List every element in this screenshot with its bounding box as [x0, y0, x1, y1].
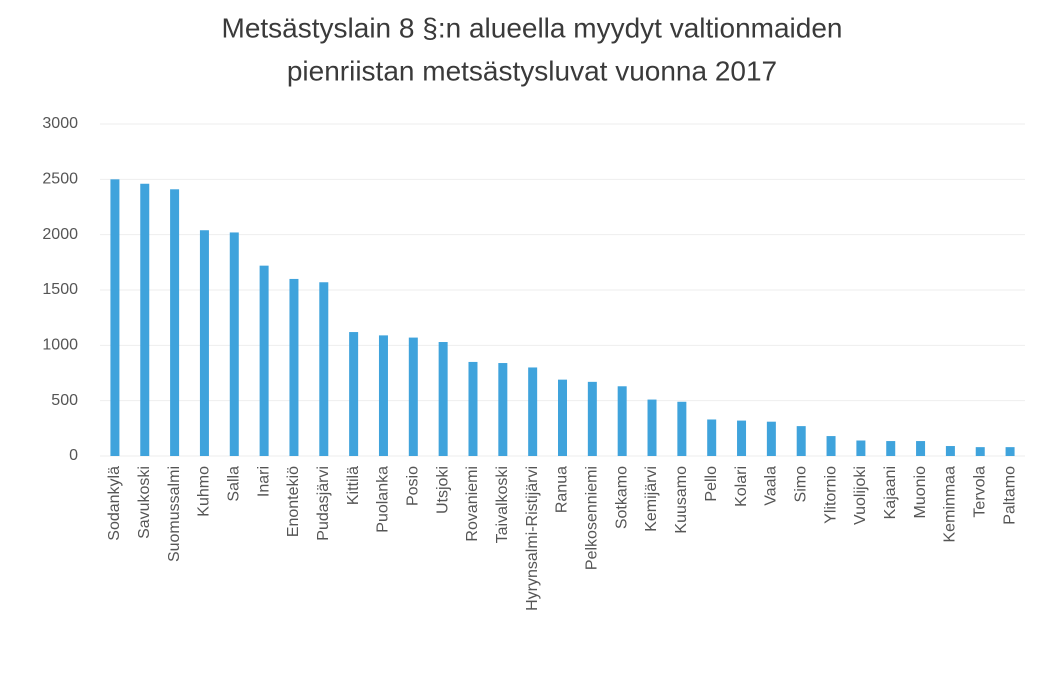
bar: [498, 363, 508, 456]
x-tick-label: Pelkosenniemi: [584, 466, 601, 570]
chart-title: Metsästyslain 8 §:n alueella myydyt valt…: [222, 12, 843, 43]
bar: [170, 189, 180, 456]
bar: [319, 282, 329, 456]
bar: [349, 332, 359, 456]
x-tick-label: Ylitornio: [822, 466, 839, 524]
x-tick-label: Savukoski: [136, 466, 153, 539]
x-tick-label: Kolari: [733, 466, 750, 507]
bar: [110, 179, 120, 457]
x-tick-label: Utsjoki: [434, 466, 451, 514]
x-tick-label: Keminmaa: [942, 466, 959, 543]
x-tick-label: Vaala: [763, 466, 780, 506]
x-tick-label: Puolanka: [375, 466, 392, 533]
bar: [289, 278, 299, 456]
y-tick-label: 3000: [42, 115, 78, 132]
bar: [199, 230, 209, 456]
x-tick-label: Rovaniemi: [464, 466, 481, 542]
bar: [826, 436, 836, 456]
x-tick-label: Ranua: [554, 466, 571, 513]
x-tick-label: Hyrynsalmi-Ristijärvi: [524, 466, 541, 611]
x-tick-label: Sotkamo: [613, 466, 630, 529]
x-tick-label: Muonio: [912, 466, 929, 519]
bar: [707, 419, 717, 456]
x-tick-label: Kuusamo: [673, 466, 690, 534]
x-tick-label: Kuhmo: [196, 466, 213, 517]
bar: [945, 446, 955, 456]
y-tick-label: 1000: [42, 337, 78, 354]
bar: [229, 232, 239, 456]
x-tick-label: Enontekiö: [285, 466, 302, 537]
x-tick-label: Suomussalmi: [166, 466, 183, 562]
bar: [558, 379, 567, 456]
bar: [737, 420, 747, 456]
y-tick-label: 1500: [42, 281, 78, 298]
x-tick-label: Kajaani: [882, 466, 899, 519]
x-tick-label: Vuolijoki: [852, 466, 869, 525]
x-tick-label: Pello: [703, 466, 720, 502]
x-tick-label: Kemijärvi: [643, 466, 660, 532]
x-tick-label: Sodankylä: [106, 466, 123, 541]
x-tick-label: Posio: [405, 466, 422, 506]
bar: [378, 335, 388, 456]
bar: [677, 401, 687, 456]
bar: [856, 440, 866, 456]
x-tick-label: Inari: [255, 466, 272, 497]
x-tick-label: Simo: [792, 466, 809, 503]
bar: [408, 337, 418, 456]
bar: [468, 361, 478, 456]
bar: [647, 399, 657, 456]
bar: [766, 421, 776, 456]
bar: [587, 381, 597, 456]
bar: [140, 183, 150, 456]
bar: [617, 386, 627, 456]
x-tick-label: Tervola: [971, 466, 988, 518]
bar: [528, 367, 538, 456]
chart-title: pienriistan metsästysluvat vuonna 2017: [287, 55, 777, 86]
bar: [438, 342, 448, 456]
bar: [796, 426, 806, 456]
bar: [916, 441, 926, 456]
y-tick-label: 0: [69, 447, 78, 464]
bar: [259, 265, 269, 456]
x-tick-label: Paltamo: [1001, 466, 1018, 525]
bar: [975, 447, 985, 456]
x-tick-label: Salla: [225, 466, 242, 502]
bar: [1005, 447, 1015, 456]
bar: [886, 441, 896, 456]
x-tick-label: Kittilä: [345, 466, 362, 505]
y-tick-label: 500: [51, 392, 78, 409]
x-tick-label: Taivalkoski: [494, 466, 511, 543]
x-tick-label: Pudasjärvi: [315, 466, 332, 541]
y-tick-label: 2500: [42, 171, 78, 188]
y-tick-label: 2000: [42, 226, 78, 243]
